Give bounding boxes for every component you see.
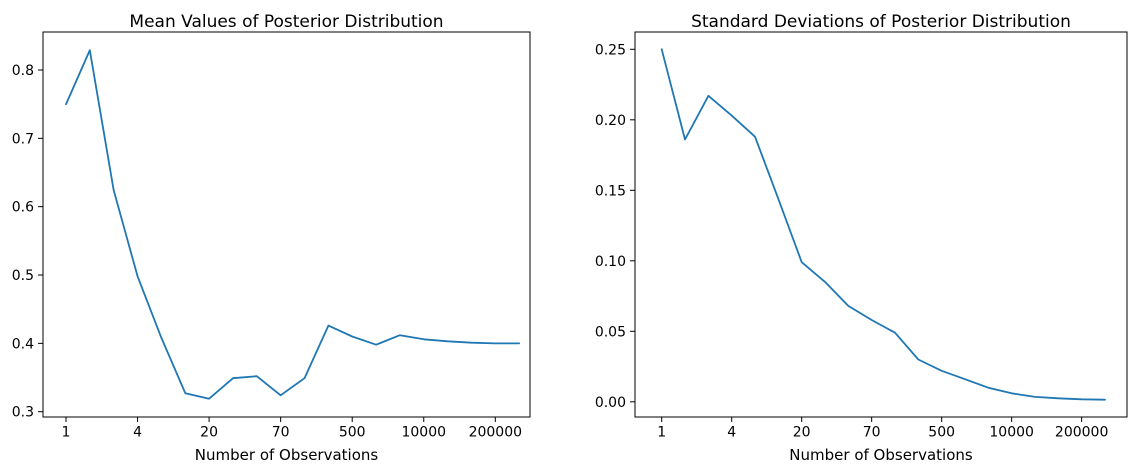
x-tick-label: 4 — [727, 425, 736, 441]
x-tick-label: 500 — [339, 425, 366, 441]
std-chart-border — [634, 31, 1128, 418]
mean-chart-plot: 1 4 20 70 500 10000 200000 0.3 0.4 0.5 0.6 0.7 0.8 — [12, 31, 531, 441]
y-tick-label: 0.10 — [595, 254, 626, 270]
y-tick-label: 0.00 — [595, 395, 626, 411]
x-tick-label: 1 — [657, 425, 666, 441]
y-tick-label: 0.3 — [12, 405, 34, 421]
y-tick-label: 0.05 — [595, 324, 626, 340]
x-tick-label: 20 — [200, 425, 218, 441]
std-chart-xlabel: Number of Observations — [789, 446, 973, 464]
x-tick-label: 70 — [863, 425, 881, 441]
y-tick-label: 0.5 — [12, 268, 34, 284]
x-tick-label: 200000 — [469, 425, 522, 441]
y-tick-label: 0.7 — [12, 131, 34, 147]
mean-chart-xlabel: Number of Observations — [195, 446, 379, 464]
x-tick-label: 500 — [928, 425, 955, 441]
y-tick-label: 0.6 — [12, 200, 34, 216]
x-tick-label: 70 — [272, 425, 290, 441]
x-tick-label: 20 — [793, 425, 811, 441]
std-chart-line — [660, 48, 1106, 401]
y-tick-label: 0.8 — [12, 63, 34, 79]
mean-chart-border — [42, 31, 531, 418]
x-tick-label: 10000 — [401, 425, 446, 441]
mean-chart-title: Mean Values of Posterior Distribution — [129, 12, 443, 32]
y-tick-label: 0.20 — [595, 113, 626, 129]
mean-chart-line — [65, 49, 521, 400]
std-chart: Standard Deviations of Posterior Distrib… — [595, 12, 1128, 464]
x-tick-label: 1 — [62, 425, 71, 441]
mean-chart: Mean Values of Posterior Distribution Nu… — [12, 12, 531, 464]
x-tick-label: 10000 — [989, 425, 1034, 441]
x-tick-label: 200000 — [1055, 425, 1108, 441]
std-chart-title: Standard Deviations of Posterior Distrib… — [691, 12, 1071, 32]
x-tick-label: 4 — [133, 425, 142, 441]
std-chart-plot: 1 4 20 70 500 10000 200000 0.00 0.05 0.10 0.15 0.20… — [595, 31, 1128, 441]
y-tick-label: 0.25 — [595, 42, 626, 58]
y-tick-label: 0.15 — [595, 183, 626, 199]
y-tick-label: 0.4 — [12, 336, 34, 352]
